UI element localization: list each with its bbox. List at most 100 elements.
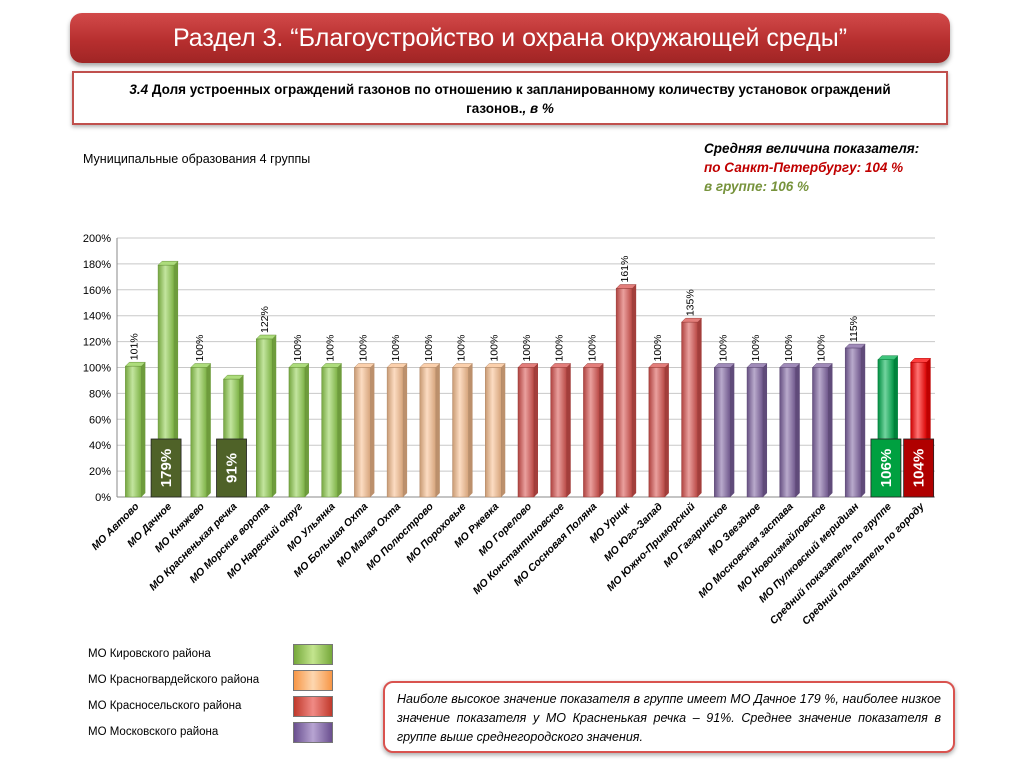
data-label: 100%: [325, 335, 337, 362]
indicator-unit: , в %: [522, 101, 554, 116]
data-label: 135%: [685, 289, 697, 316]
bar-side: [730, 363, 735, 497]
y-tick-label: 140%: [83, 311, 111, 323]
legend-item-moscow: МО Московского района: [79, 722, 341, 744]
bar-side: [697, 318, 702, 497]
legend-item-krasnogv: МО Красногвардейского района: [79, 670, 341, 692]
highlight-callout: 91%: [216, 438, 247, 498]
highlight-callout: 104%: [903, 438, 935, 498]
data-label: 100%: [586, 335, 598, 362]
bar-side: [632, 284, 637, 497]
chart-subtitle-box: 3.4 Доля устроенных ограждений газонов п…: [72, 71, 948, 125]
bar: [648, 367, 666, 498]
bar: [419, 367, 437, 498]
bar: [125, 365, 142, 498]
legend-swatch: [293, 696, 333, 717]
data-label: 100%: [357, 335, 369, 362]
bar: [615, 288, 633, 498]
y-tick-label: 200%: [83, 233, 111, 245]
bar: [779, 367, 797, 498]
data-label: 161%: [619, 256, 631, 283]
data-label: 100%: [488, 335, 500, 362]
data-label: 100%: [783, 335, 795, 362]
bar: [452, 367, 469, 498]
data-label: 101%: [128, 333, 140, 360]
highlight-value: 104%: [911, 449, 928, 487]
bar-side: [304, 363, 309, 497]
bar: [485, 367, 502, 498]
bar: [681, 321, 698, 498]
data-label: 100%: [652, 335, 664, 362]
indicator-number: 3.4: [129, 82, 149, 97]
bar: [321, 367, 338, 498]
bar: [354, 367, 371, 498]
bar-side: [435, 363, 440, 497]
legend-swatch: [293, 644, 333, 665]
y-tick-label: 160%: [83, 285, 111, 297]
y-tick-label: 60%: [89, 414, 111, 426]
bar-side: [403, 363, 408, 497]
indicator-title: Доля устроенных ограждений газонов по от…: [148, 82, 891, 116]
bar-side: [763, 363, 768, 497]
data-label: 100%: [750, 335, 762, 362]
legend-item-krasnosel: МО Красносельского района: [79, 696, 341, 718]
bar: [386, 367, 404, 498]
x-tick-label: МО Пороховые: [404, 501, 469, 566]
average-group: в группе: 106 %: [704, 179, 810, 194]
legend-label: МО Красногвардейского района: [88, 674, 260, 686]
highlight-callout: 106%: [870, 438, 902, 498]
highlight-callout: 179%: [150, 438, 182, 498]
data-label: 122%: [259, 306, 271, 333]
data-label: 100%: [554, 335, 566, 362]
summary-note: Наиболе высокое значение показателя в гр…: [383, 681, 955, 753]
data-label: 100%: [194, 335, 206, 362]
highlight-box: [870, 438, 902, 498]
x-tick-label: МО Юго-Запад: [602, 500, 666, 564]
bar-side: [272, 335, 277, 497]
average-city: по Санкт-Петербургу: 104 %: [704, 160, 904, 175]
bar-side: [861, 344, 866, 497]
bar: [517, 367, 535, 498]
y-tick-label: 80%: [89, 388, 111, 400]
bar-side: [664, 363, 669, 497]
legend: МО Кировского района МО Красногвардейско…: [79, 644, 341, 748]
bar-side: [566, 363, 571, 497]
bar-side: [370, 363, 375, 497]
data-label: 100%: [717, 335, 729, 362]
y-tick-label: 100%: [83, 363, 111, 375]
data-label: 100%: [292, 335, 304, 362]
data-label: 100%: [456, 335, 468, 362]
bar: [255, 338, 273, 498]
highlight-value: 179%: [158, 449, 175, 487]
bar-side: [501, 363, 506, 497]
bar-side: [174, 261, 179, 497]
highlight-box: [903, 438, 935, 498]
y-tick-label: 0%: [95, 492, 111, 504]
y-tick-label: 40%: [89, 440, 111, 452]
bar-side: [534, 363, 538, 497]
data-label: 115%: [848, 316, 860, 342]
averages-box: Средняя величина показателя: по Санкт-Пе…: [704, 139, 919, 196]
bar: [746, 367, 764, 498]
legend-label: МО Московского района: [88, 726, 219, 738]
bar-side: [828, 363, 833, 497]
y-tick-label: 120%: [83, 337, 111, 349]
legend-item-kirov: МО Кировского района: [79, 644, 341, 666]
y-tick-label: 180%: [83, 259, 111, 271]
legend-swatch: [293, 670, 333, 691]
data-label: 100%: [815, 335, 827, 362]
x-tick-label: Средний показатель по группе: [768, 501, 894, 627]
bar: [550, 367, 567, 498]
bar-side: [795, 363, 800, 497]
legend-label: МО Кировского района: [88, 648, 211, 660]
highlight-value: 91%: [224, 453, 241, 483]
data-label: 100%: [423, 335, 435, 362]
section-title: Раздел 3. “Благоустройство и охрана окру…: [172, 23, 848, 52]
bar: [288, 367, 306, 498]
highlight-box: [216, 438, 247, 498]
bar-side: [468, 363, 473, 497]
section-title-banner: Раздел 3. “Благоустройство и охрана окру…: [70, 13, 950, 63]
bar: [714, 367, 731, 498]
bar-side: [141, 362, 146, 497]
